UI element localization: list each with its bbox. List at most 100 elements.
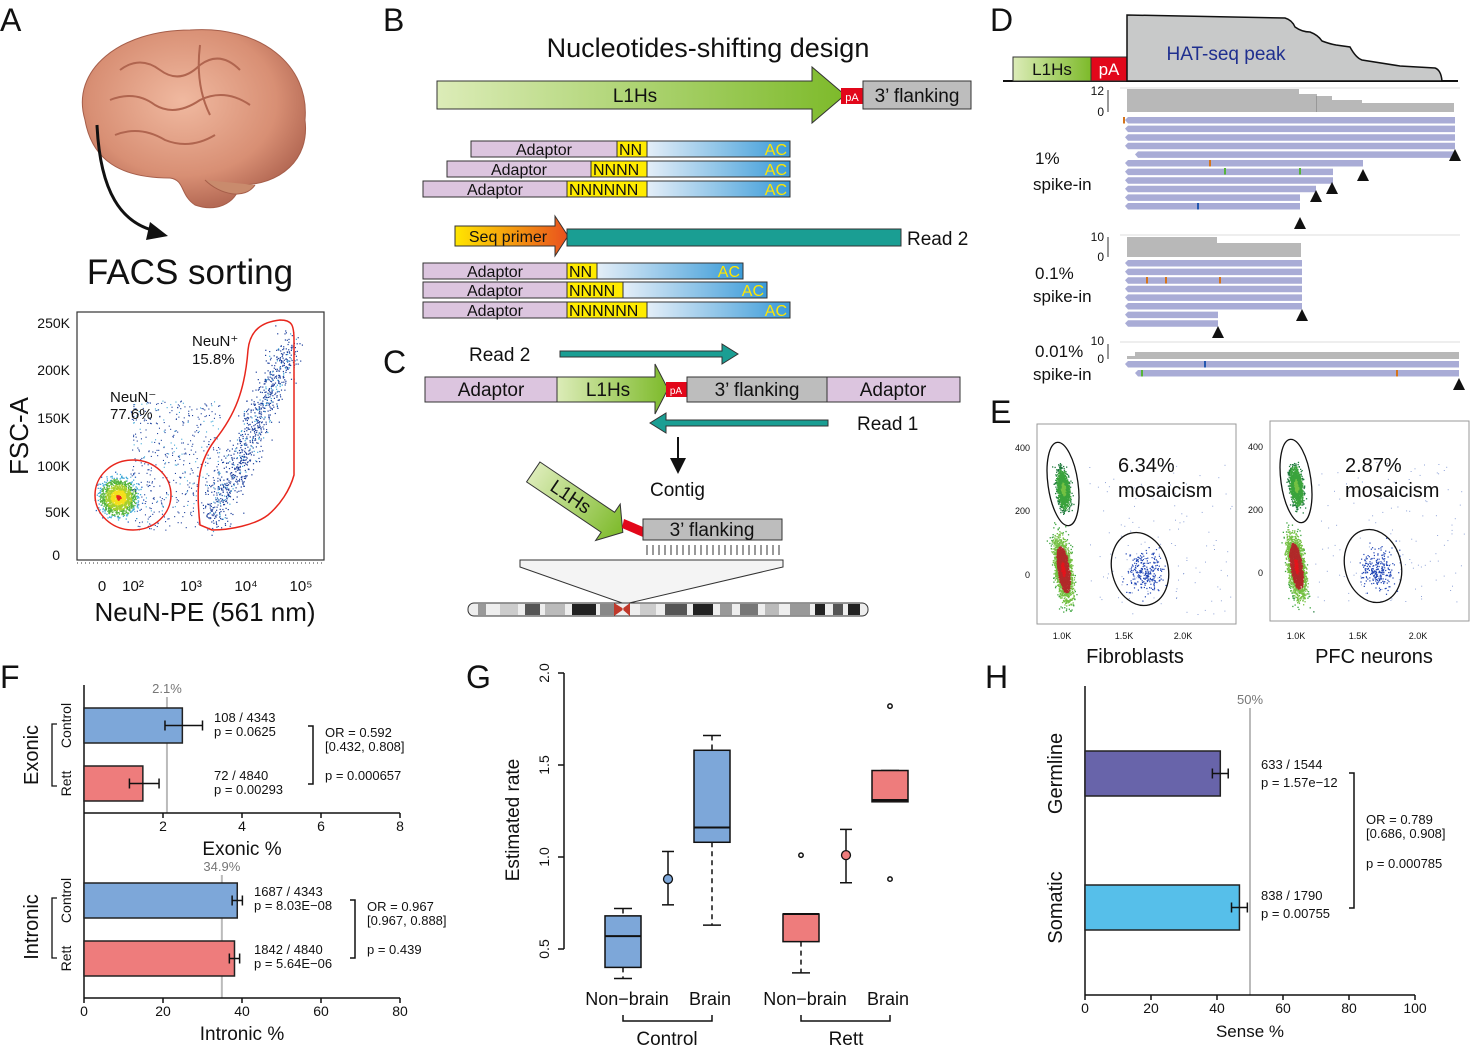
facs-event bbox=[292, 346, 294, 348]
facs-event bbox=[226, 450, 228, 452]
facs-event bbox=[241, 475, 243, 478]
facs-event bbox=[279, 366, 281, 368]
facs-event bbox=[117, 496, 119, 498]
facs-event bbox=[257, 442, 259, 444]
facs-event bbox=[134, 494, 136, 496]
facs-event bbox=[124, 485, 126, 487]
facs-event bbox=[117, 503, 120, 505]
facs-event bbox=[236, 469, 239, 471]
facs-event bbox=[161, 502, 163, 504]
flow-event bbox=[1060, 468, 1063, 470]
facs-event bbox=[126, 477, 128, 479]
facs-event bbox=[245, 438, 247, 440]
neun-negative-gate bbox=[94, 459, 172, 531]
facs-event bbox=[225, 471, 227, 473]
facs-event bbox=[111, 487, 113, 489]
mismatch bbox=[1123, 117, 1125, 124]
facs-event bbox=[177, 463, 179, 465]
facs-event bbox=[123, 494, 126, 496]
facs-event bbox=[102, 490, 104, 493]
facs-event bbox=[195, 461, 197, 463]
facs-event bbox=[176, 464, 178, 466]
flow-event bbox=[1062, 496, 1064, 498]
facs-event bbox=[107, 508, 109, 510]
facs-event bbox=[244, 444, 246, 446]
mismatch bbox=[1165, 277, 1167, 284]
facs-event bbox=[156, 423, 158, 425]
facs-event bbox=[239, 439, 241, 441]
facs-event bbox=[268, 390, 271, 392]
facs-event bbox=[150, 467, 152, 469]
facs-event bbox=[189, 406, 191, 408]
facs-event bbox=[99, 487, 101, 490]
facs-event bbox=[289, 360, 291, 362]
facs-event bbox=[165, 455, 167, 457]
facs-event bbox=[246, 464, 248, 466]
facs-event bbox=[197, 426, 199, 428]
flow-event bbox=[1059, 471, 1062, 473]
flow-event bbox=[1058, 464, 1060, 466]
flow-event bbox=[1061, 532, 1063, 534]
chromosome-band bbox=[790, 604, 810, 615]
facs-event bbox=[236, 476, 238, 478]
facs-event bbox=[269, 396, 271, 398]
facs-event bbox=[285, 354, 287, 356]
facs-event bbox=[273, 355, 275, 357]
sequencing-read bbox=[1135, 370, 1459, 377]
facs-event bbox=[258, 432, 260, 434]
facs-event bbox=[105, 488, 107, 490]
chromosome-band bbox=[500, 604, 518, 615]
facs-event bbox=[117, 486, 119, 488]
facs-event bbox=[165, 462, 167, 464]
facs-event bbox=[119, 486, 121, 488]
facs-event bbox=[109, 491, 111, 493]
facs-event bbox=[237, 483, 239, 485]
facs-event bbox=[148, 402, 150, 404]
facs-event bbox=[186, 491, 188, 493]
facs-event bbox=[115, 504, 117, 507]
flow-event bbox=[1060, 464, 1062, 466]
facs-event bbox=[247, 418, 249, 420]
flow-event bbox=[1063, 481, 1065, 483]
facs-event bbox=[270, 407, 272, 409]
mismatch bbox=[1141, 370, 1143, 377]
flow-event bbox=[1060, 464, 1063, 466]
flow-event bbox=[1061, 472, 1063, 474]
facs-event bbox=[281, 360, 283, 362]
flow-event bbox=[1064, 510, 1066, 513]
facs-event bbox=[135, 502, 137, 505]
facs-event bbox=[268, 388, 270, 390]
flow-event bbox=[1061, 506, 1063, 508]
facs-event bbox=[109, 502, 111, 504]
facs-event bbox=[132, 509, 135, 511]
flow-event bbox=[1071, 492, 1073, 494]
facs-event bbox=[238, 437, 240, 439]
facs-event bbox=[116, 510, 118, 512]
facs-event bbox=[109, 506, 112, 508]
facs-event bbox=[97, 484, 99, 486]
facs-event bbox=[269, 376, 271, 378]
facs-event bbox=[131, 475, 133, 477]
facs-event bbox=[257, 421, 259, 424]
contig-flanking-box bbox=[642, 518, 783, 541]
facs-event bbox=[121, 513, 123, 516]
insert-box bbox=[646, 301, 791, 319]
flow-event bbox=[1057, 536, 1059, 538]
facs-event bbox=[104, 503, 106, 505]
facs-event bbox=[228, 489, 230, 491]
facs-event bbox=[121, 497, 123, 499]
facs-event bbox=[111, 480, 113, 483]
facs-event bbox=[164, 432, 166, 434]
facs-event bbox=[165, 497, 167, 499]
facs-event bbox=[155, 464, 157, 466]
flow-event bbox=[1063, 483, 1065, 486]
facs-event bbox=[157, 522, 159, 524]
facs-event bbox=[180, 401, 182, 403]
facs-event bbox=[114, 505, 116, 508]
facs-event bbox=[272, 379, 274, 381]
facs-event bbox=[112, 495, 114, 497]
facs-event bbox=[114, 487, 116, 489]
facs-event bbox=[123, 513, 125, 515]
facs-event bbox=[101, 496, 103, 498]
